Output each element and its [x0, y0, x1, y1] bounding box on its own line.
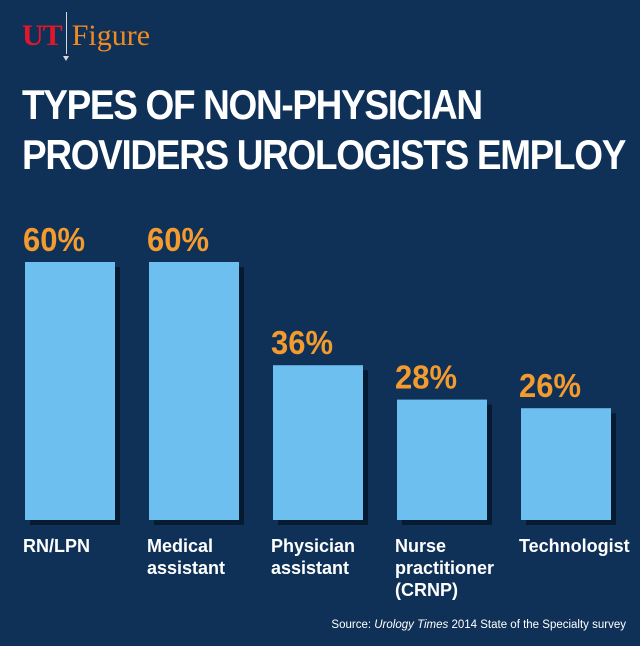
source-note: Source: Urology Times 2014 State of the … [331, 619, 626, 631]
chart-title: TYPES OF NON-PHYSICIAN PROVIDERS UROLOGI… [22, 80, 626, 180]
value-label: 36% [271, 324, 333, 361]
brand-divider [62, 12, 69, 61]
source-suffix: 2014 State of the Specialty survey [448, 619, 626, 631]
category-label: (CRNP) [395, 580, 458, 600]
brand-figure: Figure [71, 19, 151, 52]
ut-figure-logo: UT Figure [22, 6, 151, 61]
category-label: assistant [271, 558, 349, 578]
bar [149, 262, 239, 520]
title-line-2: PROVIDERS UROLOGISTS EMPLOY [22, 131, 626, 178]
down-arrow-icon [62, 56, 69, 61]
bar [521, 408, 611, 520]
source-publication: Urology Times [374, 619, 449, 631]
bar [397, 399, 487, 520]
category-label: Nurse [395, 536, 446, 556]
category-label: practitioner [395, 558, 494, 578]
value-label: 60% [147, 221, 209, 258]
value-label: 26% [519, 367, 581, 404]
category-label: RN/LPN [23, 536, 90, 556]
bar [25, 262, 115, 520]
source-prefix: Source: [331, 619, 375, 631]
category-label: Physician [271, 536, 355, 556]
brand-ut: UT [22, 19, 63, 52]
category-label: Technologist [519, 536, 630, 556]
value-label: 60% [23, 221, 85, 258]
value-label: 28% [395, 359, 457, 396]
category-label: assistant [147, 558, 225, 578]
bar [273, 365, 363, 520]
title-line-1: TYPES OF NON-PHYSICIAN [22, 81, 483, 128]
category-label: Medical [147, 536, 213, 556]
